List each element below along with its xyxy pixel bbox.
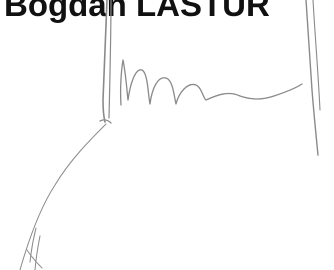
page: Bogdan LASTUR (() => { const data = JSON… xyxy=(0,0,334,270)
stroke xyxy=(27,250,42,268)
signature-strokes xyxy=(20,0,320,270)
signature-scan: Bogdan LASTUR xyxy=(0,0,334,270)
printed-name: Bogdan LASTUR xyxy=(4,0,270,23)
stroke xyxy=(20,124,106,270)
stroke xyxy=(121,60,302,105)
stroke xyxy=(313,0,320,110)
stroke xyxy=(306,0,318,155)
